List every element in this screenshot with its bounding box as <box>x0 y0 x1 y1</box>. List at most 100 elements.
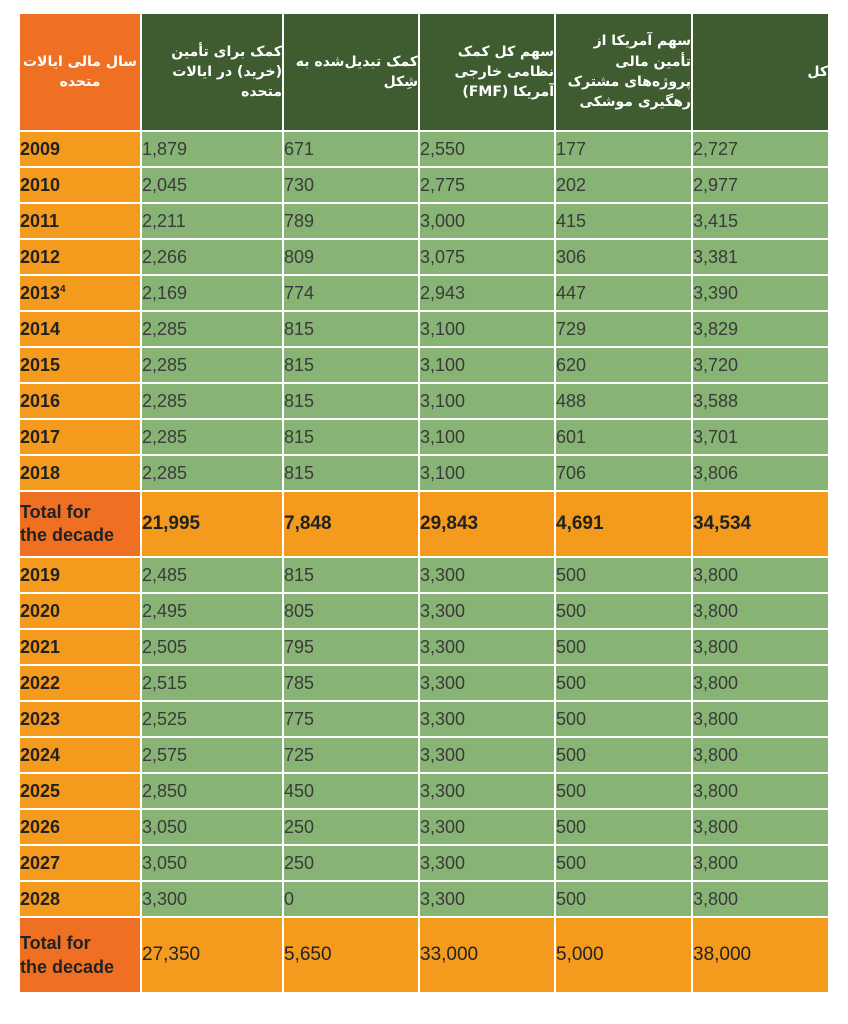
year-label: 2011 <box>20 210 60 231</box>
cell-total: 3,800 <box>691 700 830 738</box>
year-label: 2009 <box>20 138 61 159</box>
cell-total-fmf: 3,300 <box>418 556 556 594</box>
year-label: 2028 <box>20 888 61 909</box>
cell-missile-defense-share: 620 <box>554 346 693 384</box>
cell-total-fmf: 3,300 <box>418 664 556 702</box>
table-row: 2014 2,285 815 3,100 729 3,829 <box>18 310 830 348</box>
year-cell: 2012 <box>18 238 142 276</box>
cell-total-fmf: 3,100 <box>418 346 556 384</box>
year-label: 2021 <box>20 636 61 657</box>
cell-total: 3,800 <box>691 664 830 702</box>
cell-total-fmf: 3,300 <box>418 592 556 630</box>
year-cell: 2028 <box>18 880 142 918</box>
year-cell: 2010 <box>18 166 142 204</box>
total-label-cell: Total for the decade <box>18 916 142 994</box>
cell-total-fmf: 2,775 <box>418 166 556 204</box>
header-row: سال مالی ایالات متحده کمک برای تأمین (خر… <box>18 12 830 132</box>
year-label: 2026 <box>20 816 61 837</box>
cell-total-fmf: 3,300 <box>418 736 556 774</box>
total-label-line1: Total for <box>20 501 91 522</box>
year-cell: 2018 <box>18 454 142 492</box>
table-row: 2022 2,515 785 3,300 500 3,800 <box>18 664 830 702</box>
total-label-line2: the decade <box>20 957 115 977</box>
cell-procurement-aid: 2,495 <box>140 592 284 630</box>
header-shekel-conversion: کمک تبدیل‌شده به شِکل <box>282 12 420 132</box>
cell-total: 3,720 <box>691 346 830 384</box>
year-label: 2023 <box>20 708 61 729</box>
cell-total: 3,800 <box>691 592 830 630</box>
year-label: 2025 <box>20 780 61 801</box>
cell-total: 2,727 <box>691 130 830 168</box>
cell-shekel-conversion: 774 <box>282 274 420 312</box>
header-total-fmf: سهم کل کمک نظامی خارجی آمریکا (FMF) <box>418 12 556 132</box>
cell-total-fmf: 3,000 <box>418 202 556 240</box>
cell-shekel-conversion: 815 <box>282 346 420 384</box>
cell-total-fmf: 3,100 <box>418 454 556 492</box>
total-shekel-conversion: 5,650 <box>282 916 420 994</box>
total-total-fmf: 33,000 <box>418 916 556 994</box>
table-row: 2025 2,850 450 3,300 500 3,800 <box>18 772 830 810</box>
cell-procurement-aid: 2,285 <box>140 418 284 456</box>
year-label: 2022 <box>20 672 61 693</box>
year-cell: 2027 <box>18 844 142 882</box>
cell-procurement-aid: 2,525 <box>140 700 284 738</box>
year-label: 2010 <box>20 174 61 195</box>
cell-procurement-aid: 2,045 <box>140 166 284 204</box>
cell-shekel-conversion: 450 <box>282 772 420 810</box>
cell-total-fmf: 3,075 <box>418 238 556 276</box>
cell-missile-defense-share: 500 <box>554 736 693 774</box>
cell-total-fmf: 2,943 <box>418 274 556 312</box>
year-label: 2012 <box>20 246 61 267</box>
total-missile-defense-share: 4,691 <box>554 490 693 558</box>
cell-total-fmf: 3,300 <box>418 808 556 846</box>
table-row: 2012 2,266 809 3,075 306 3,381 <box>18 238 830 276</box>
footnote-marker: 4 <box>60 283 66 295</box>
cell-total-fmf: 3,300 <box>418 700 556 738</box>
year-cell: 2025 <box>18 772 142 810</box>
cell-total: 2,977 <box>691 166 830 204</box>
year-label: 2014 <box>20 318 61 339</box>
table-row: 20134 2,169 774 2,943 447 3,390 <box>18 274 830 312</box>
cell-shekel-conversion: 789 <box>282 202 420 240</box>
cell-shekel-conversion: 815 <box>282 556 420 594</box>
table-row: 2021 2,505 795 3,300 500 3,800 <box>18 628 830 666</box>
total-procurement-aid: 21,995 <box>140 490 284 558</box>
year-label: 2017 <box>20 426 61 447</box>
header-total: کل <box>691 12 830 132</box>
cell-shekel-conversion: 250 <box>282 808 420 846</box>
cell-procurement-aid: 2,285 <box>140 346 284 384</box>
cell-total-fmf: 3,100 <box>418 418 556 456</box>
cell-missile-defense-share: 500 <box>554 880 693 918</box>
cell-shekel-conversion: 795 <box>282 628 420 666</box>
cell-total: 3,381 <box>691 238 830 276</box>
total-missile-defense-share: 5,000 <box>554 916 693 994</box>
cell-total: 3,800 <box>691 628 830 666</box>
cell-missile-defense-share: 729 <box>554 310 693 348</box>
cell-missile-defense-share: 500 <box>554 808 693 846</box>
cell-procurement-aid: 2,169 <box>140 274 284 312</box>
cell-missile-defense-share: 500 <box>554 772 693 810</box>
cell-shekel-conversion: 775 <box>282 700 420 738</box>
cell-shekel-conversion: 815 <box>282 310 420 348</box>
total-label-line2: the decade <box>20 525 115 545</box>
cell-total: 3,800 <box>691 736 830 774</box>
cell-procurement-aid: 1,879 <box>140 130 284 168</box>
table-row: 2026 3,050 250 3,300 500 3,800 <box>18 808 830 846</box>
year-label: 2016 <box>20 390 61 411</box>
header-procurement-aid: کمک برای تأمین (خرید) در ایالات متحده <box>140 12 284 132</box>
cell-shekel-conversion: 805 <box>282 592 420 630</box>
cell-procurement-aid: 2,515 <box>140 664 284 702</box>
year-label: 2027 <box>20 852 61 873</box>
cell-procurement-aid: 3,050 <box>140 808 284 846</box>
cell-total-fmf: 3,300 <box>418 772 556 810</box>
cell-procurement-aid: 2,285 <box>140 382 284 420</box>
year-cell: 2015 <box>18 346 142 384</box>
table-row: 2019 2,485 815 3,300 500 3,800 <box>18 556 830 594</box>
year-cell: 2024 <box>18 736 142 774</box>
year-cell: 2020 <box>18 592 142 630</box>
total-total: 38,000 <box>691 916 830 994</box>
total-shekel-conversion: 7,848 <box>282 490 420 558</box>
cell-total-fmf: 3,300 <box>418 880 556 918</box>
year-cell: 2026 <box>18 808 142 846</box>
table-row: 2015 2,285 815 3,100 620 3,720 <box>18 346 830 384</box>
